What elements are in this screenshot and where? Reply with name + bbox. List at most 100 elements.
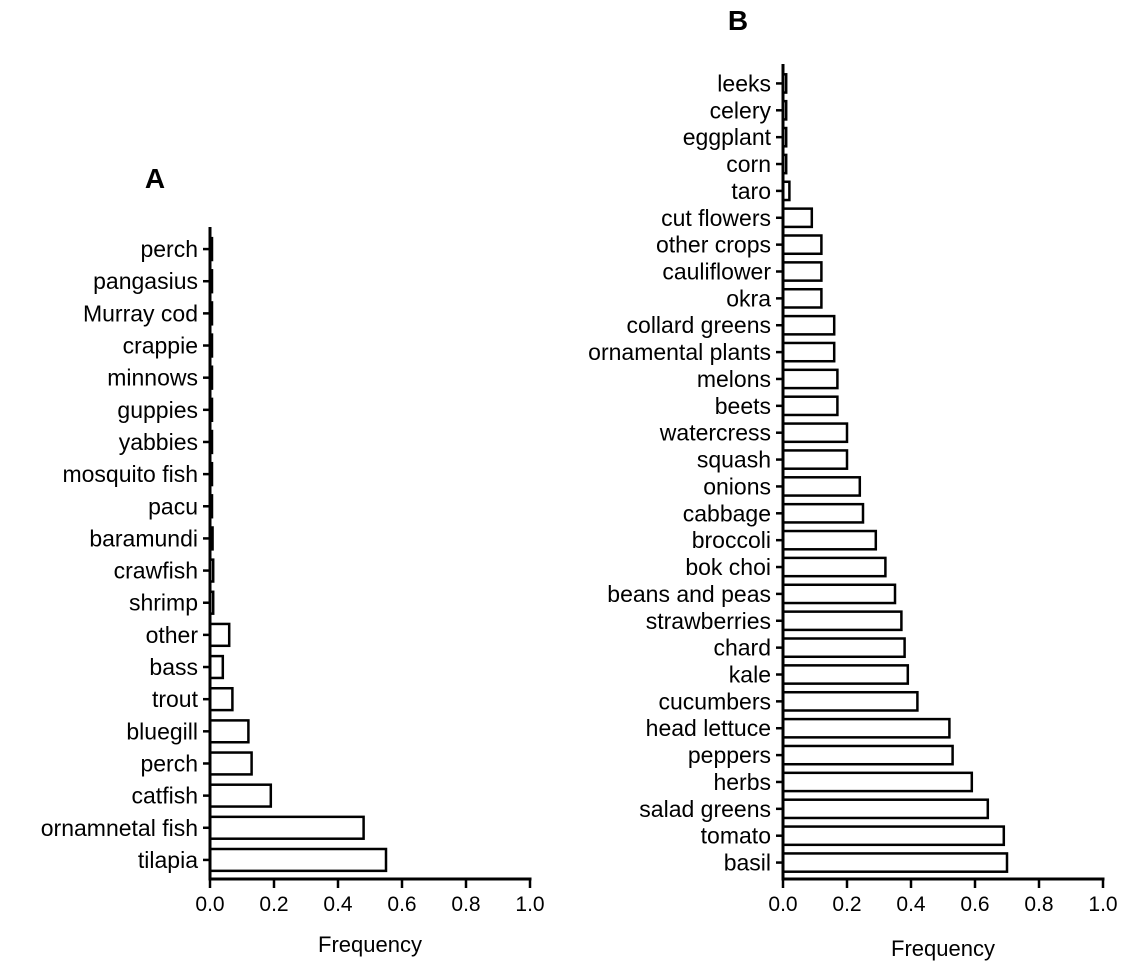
category-label: pangasius bbox=[93, 268, 198, 294]
category-label: crappie bbox=[123, 333, 198, 359]
bar bbox=[781, 771, 974, 793]
category-label: watercress bbox=[659, 420, 771, 446]
category-label: beets bbox=[715, 393, 771, 419]
bar bbox=[781, 476, 862, 497]
category-label: crawfish bbox=[114, 558, 198, 584]
x-tick-label: 0.6 bbox=[387, 893, 416, 916]
bar bbox=[208, 751, 253, 776]
bar bbox=[781, 744, 954, 766]
category-label: onions bbox=[703, 473, 771, 499]
bar bbox=[781, 798, 990, 820]
x-tick-label: 1.0 bbox=[515, 893, 544, 916]
category-label: catfish bbox=[132, 783, 198, 809]
bar bbox=[781, 234, 823, 256]
category-label: Murray cod bbox=[83, 300, 198, 326]
x-tick-label: 0.4 bbox=[896, 893, 926, 916]
category-label: okra bbox=[726, 285, 771, 311]
bar bbox=[208, 686, 234, 712]
x-tick-label: 0.0 bbox=[195, 893, 224, 916]
category-label: shrimp bbox=[129, 590, 198, 616]
bar bbox=[781, 261, 823, 282]
category-label: basil bbox=[724, 850, 771, 876]
category-label: baramundi bbox=[89, 525, 198, 551]
category-label: bok choi bbox=[685, 554, 771, 580]
category-label: collard greens bbox=[627, 312, 771, 338]
category-label: celery bbox=[710, 97, 772, 123]
category-label: cabbage bbox=[683, 500, 771, 526]
bar bbox=[781, 422, 849, 444]
category-label: perch bbox=[140, 750, 198, 776]
x-tick-label: 0.8 bbox=[451, 893, 480, 916]
x-tick-label: 0.2 bbox=[259, 893, 288, 916]
category-label: cut flowers bbox=[661, 205, 771, 231]
bar bbox=[781, 529, 878, 551]
category-label: mosquito fish bbox=[62, 461, 198, 487]
category-label: ornamental plants bbox=[588, 339, 771, 365]
bar bbox=[781, 717, 951, 739]
category-label: peppers bbox=[688, 742, 771, 768]
category-label: eggplant bbox=[683, 124, 772, 150]
bar bbox=[781, 395, 839, 417]
x-axis-title: Frequency bbox=[891, 936, 995, 961]
category-label: corn bbox=[726, 151, 771, 177]
bar bbox=[781, 502, 865, 524]
x-tick-label: 1.0 bbox=[1088, 893, 1117, 916]
category-label: beans and peas bbox=[607, 581, 771, 607]
bar bbox=[781, 664, 910, 685]
bar bbox=[781, 610, 903, 632]
category-label: bluegill bbox=[126, 718, 198, 744]
panel-title: A bbox=[145, 163, 165, 194]
category-label: melons bbox=[697, 366, 771, 392]
category-label: other crops bbox=[656, 232, 771, 258]
category-label: herbs bbox=[713, 769, 771, 795]
category-label: minnows bbox=[107, 365, 198, 391]
category-label: tomato bbox=[701, 823, 771, 849]
category-label: trout bbox=[152, 686, 199, 712]
x-tick-label: 0.0 bbox=[768, 893, 797, 916]
bar bbox=[781, 852, 1009, 873]
category-label: ornamnetal fish bbox=[41, 815, 198, 841]
category-label: tilapia bbox=[138, 847, 198, 873]
bar bbox=[781, 207, 814, 229]
x-tick-label: 0.4 bbox=[323, 893, 353, 916]
category-label: cucumbers bbox=[659, 688, 771, 714]
bar bbox=[781, 314, 836, 336]
bar bbox=[208, 719, 250, 744]
bar bbox=[208, 783, 273, 808]
bar bbox=[208, 622, 231, 648]
bar bbox=[208, 847, 388, 873]
category-label: chard bbox=[713, 635, 771, 661]
x-tick-label: 0.8 bbox=[1024, 893, 1053, 916]
x-tick-label: 0.6 bbox=[960, 893, 989, 916]
panel-title: B bbox=[728, 5, 748, 36]
category-label: head lettuce bbox=[646, 715, 771, 741]
bar bbox=[781, 637, 906, 659]
bar bbox=[781, 449, 849, 470]
category-label: yabbies bbox=[119, 429, 198, 455]
x-axis-title: Frequency bbox=[318, 932, 422, 957]
bar bbox=[781, 341, 836, 363]
category-label: kale bbox=[729, 662, 771, 688]
category-label: pacu bbox=[148, 493, 198, 519]
category-label: bass bbox=[149, 654, 198, 680]
category-label: guppies bbox=[117, 397, 198, 423]
bar bbox=[208, 815, 365, 840]
bar bbox=[781, 825, 1006, 847]
category-label: other bbox=[146, 622, 199, 648]
category-label: salad greens bbox=[639, 796, 771, 822]
bar bbox=[781, 368, 839, 390]
bar bbox=[208, 654, 225, 680]
category-label: perch bbox=[140, 236, 198, 262]
category-label: squash bbox=[697, 447, 771, 473]
category-label: taro bbox=[731, 178, 771, 204]
bar bbox=[781, 556, 887, 578]
bar bbox=[781, 287, 823, 309]
bar bbox=[781, 690, 919, 712]
x-tick-label: 0.2 bbox=[832, 893, 861, 916]
category-label: cauliflower bbox=[662, 259, 771, 285]
bar bbox=[781, 583, 897, 605]
category-label: broccoli bbox=[692, 527, 771, 553]
